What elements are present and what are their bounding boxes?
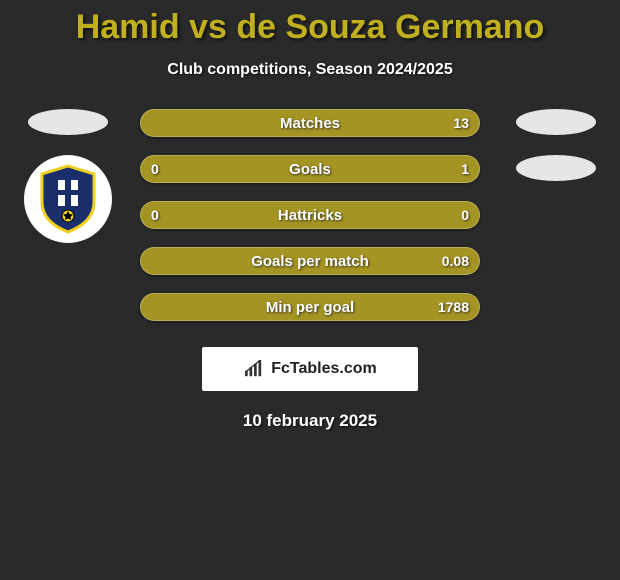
stat-right-value: 1788 [438, 299, 469, 315]
stat-left-value: 0 [151, 161, 159, 177]
stat-row-hattricks: 0 Hattricks 0 [140, 201, 480, 229]
player-right-avatar-placeholder-2 [516, 155, 596, 181]
stat-row-goals-per-match: Goals per match 0.08 [140, 247, 480, 275]
stat-right-value: 1 [461, 161, 469, 177]
player-left-avatar-placeholder [28, 109, 108, 135]
stat-label: Matches [280, 115, 340, 132]
brand-footer[interactable]: FcTables.com [202, 347, 418, 391]
page-root: Hamid vs de Souza Germano Club competiti… [0, 0, 620, 431]
page-subtitle: Club competitions, Season 2024/2025 [0, 61, 620, 79]
stats-rows: Matches 13 0 Goals 1 0 Hattricks 0 Goals… [140, 109, 480, 321]
stat-label: Hattricks [278, 207, 342, 224]
player-left-club-badge [24, 155, 112, 243]
stat-row-goals: 0 Goals 1 [140, 155, 480, 183]
player-right-column [516, 109, 596, 181]
shield-icon [38, 164, 98, 234]
stat-row-matches: Matches 13 [140, 109, 480, 137]
stat-row-min-per-goal: Min per goal 1788 [140, 293, 480, 321]
player-right-avatar-placeholder-1 [516, 109, 596, 135]
stat-right-value: 13 [453, 115, 469, 131]
player-left-column [24, 109, 112, 243]
bar-chart-icon [243, 360, 265, 378]
brand-name: FcTables.com [271, 360, 377, 378]
stat-label: Goals per match [251, 253, 369, 270]
page-title: Hamid vs de Souza Germano [0, 8, 620, 47]
stat-label: Goals [289, 161, 331, 178]
footer-date: 10 february 2025 [0, 411, 620, 431]
stat-right-value: 0.08 [442, 253, 469, 269]
stat-label: Min per goal [266, 299, 354, 316]
stat-left-value: 0 [151, 207, 159, 223]
comparison-container: Matches 13 0 Goals 1 0 Hattricks 0 Goals… [0, 109, 620, 321]
stat-right-value: 0 [461, 207, 469, 223]
